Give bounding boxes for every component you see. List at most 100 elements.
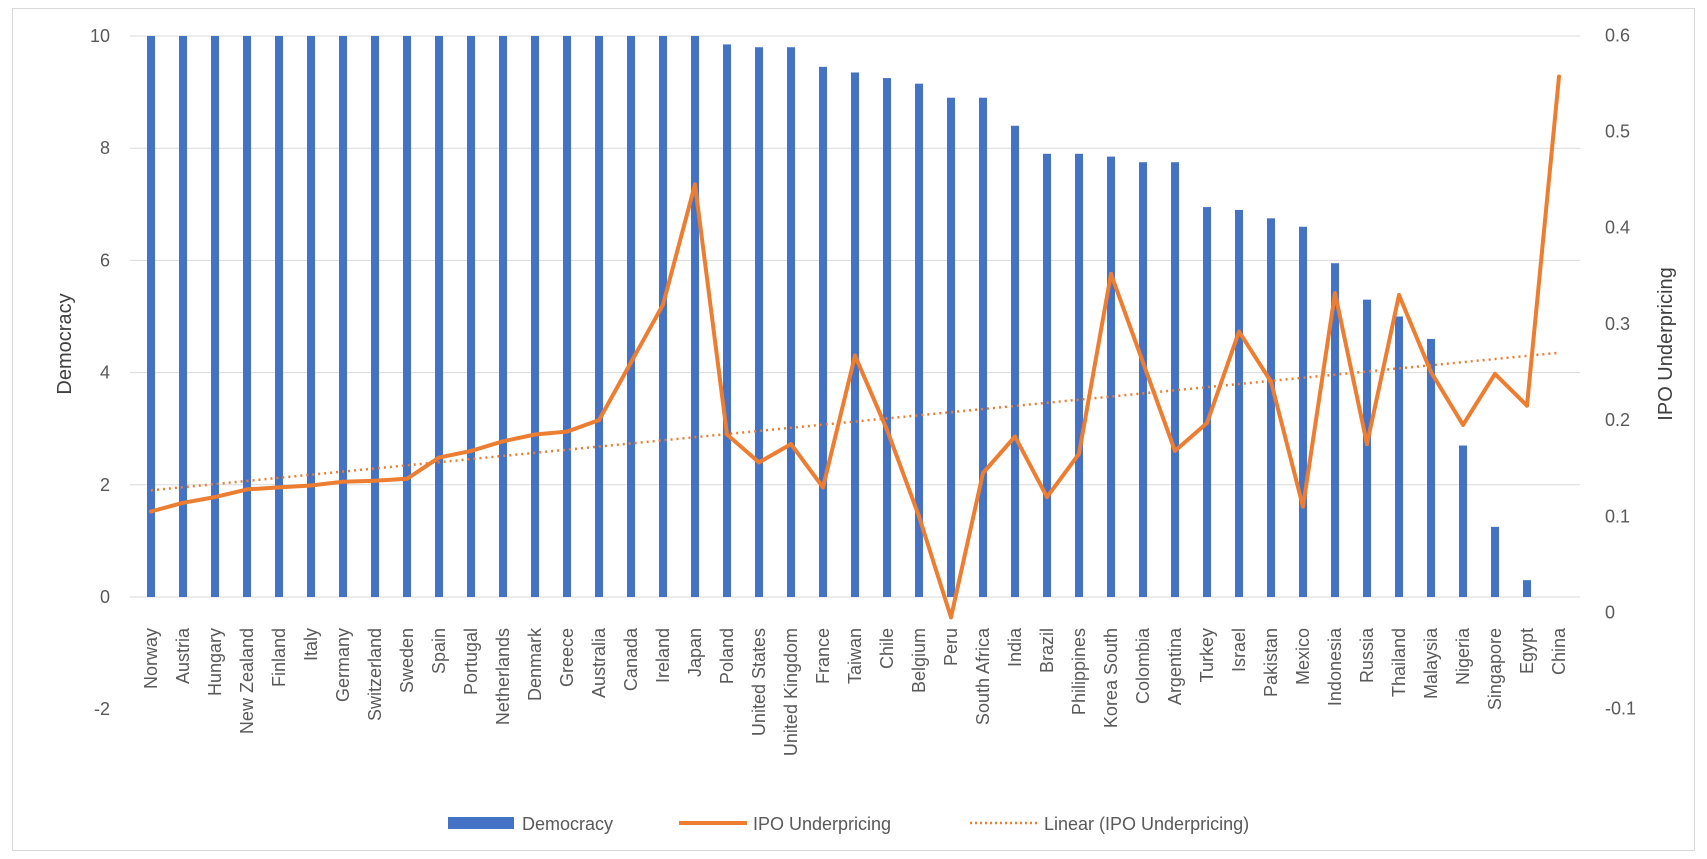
- point-ipo-underpricing[interactable]: [469, 448, 473, 453]
- y2-tick-label: 0.1: [1605, 506, 1630, 526]
- point-ipo-underpricing[interactable]: [1205, 420, 1209, 425]
- point-ipo-underpricing[interactable]: [981, 471, 985, 476]
- point-ipo-underpricing[interactable]: [1301, 504, 1305, 509]
- point-ipo-underpricing[interactable]: [757, 460, 761, 465]
- bar-democracy[interactable]: [1267, 218, 1275, 597]
- bar-democracy[interactable]: [659, 36, 667, 597]
- bar-democracy[interactable]: [339, 36, 347, 597]
- point-ipo-underpricing[interactable]: [1333, 291, 1337, 296]
- bar-democracy[interactable]: [1523, 580, 1531, 597]
- bar-democracy[interactable]: [1139, 162, 1147, 597]
- point-ipo-underpricing[interactable]: [181, 500, 185, 505]
- bar-democracy[interactable]: [243, 36, 251, 597]
- point-ipo-underpricing[interactable]: [565, 429, 569, 434]
- point-ipo-underpricing[interactable]: [1397, 293, 1401, 298]
- point-ipo-underpricing[interactable]: [533, 432, 537, 437]
- x-tick-label: Greece: [557, 628, 577, 687]
- point-ipo-underpricing[interactable]: [309, 483, 313, 488]
- bar-democracy[interactable]: [467, 36, 475, 597]
- bar-democracy[interactable]: [755, 47, 763, 598]
- bar-democracy[interactable]: [1203, 207, 1211, 598]
- bar-democracy[interactable]: [1331, 263, 1339, 597]
- x-tick-label: India: [1005, 627, 1025, 667]
- bar-democracy[interactable]: [531, 36, 539, 597]
- democracy-bars: [147, 36, 1531, 598]
- bar-democracy[interactable]: [1107, 156, 1115, 598]
- point-ipo-underpricing[interactable]: [597, 418, 601, 423]
- point-ipo-underpricing[interactable]: [629, 360, 633, 365]
- bar-democracy[interactable]: [691, 36, 699, 597]
- legend-entry-ipo-underpricing[interactable]: IPO Underpricing: [679, 814, 891, 834]
- point-ipo-underpricing[interactable]: [821, 485, 825, 490]
- bar-democracy[interactable]: [1299, 226, 1307, 598]
- point-ipo-underpricing[interactable]: [1237, 329, 1241, 334]
- point-ipo-underpricing[interactable]: [245, 487, 249, 492]
- point-ipo-underpricing[interactable]: [341, 479, 345, 484]
- point-ipo-underpricing[interactable]: [1557, 74, 1561, 79]
- point-ipo-underpricing[interactable]: [1141, 360, 1145, 365]
- bar-democracy[interactable]: [371, 36, 379, 597]
- bar-democracy[interactable]: [211, 36, 219, 597]
- point-ipo-underpricing[interactable]: [853, 353, 857, 358]
- point-ipo-underpricing[interactable]: [1173, 448, 1177, 453]
- point-ipo-underpricing[interactable]: [149, 509, 153, 514]
- bar-democracy[interactable]: [403, 36, 411, 597]
- point-ipo-underpricing[interactable]: [1429, 370, 1433, 374]
- point-ipo-underpricing[interactable]: [885, 427, 889, 432]
- point-ipo-underpricing[interactable]: [693, 182, 697, 187]
- x-tick-label: Finland: [269, 628, 289, 687]
- point-ipo-underpricing[interactable]: [501, 439, 505, 444]
- legend-entry-linear-ipo-underpricing[interactable]: Linear (IPO Underpricing): [970, 814, 1249, 834]
- point-ipo-underpricing[interactable]: [1493, 371, 1497, 376]
- bar-democracy[interactable]: [1075, 153, 1083, 597]
- bar-democracy[interactable]: [179, 36, 187, 597]
- point-ipo-underpricing[interactable]: [1525, 403, 1529, 408]
- point-ipo-underpricing[interactable]: [405, 476, 409, 481]
- bar-democracy[interactable]: [627, 36, 635, 597]
- bar-democracy[interactable]: [915, 83, 923, 597]
- bar-democracy[interactable]: [1395, 316, 1403, 598]
- point-ipo-underpricing[interactable]: [1045, 495, 1049, 500]
- bar-democracy[interactable]: [595, 36, 603, 597]
- point-ipo-underpricing[interactable]: [949, 615, 953, 620]
- bar-democracy[interactable]: [883, 78, 891, 597]
- point-ipo-underpricing[interactable]: [277, 485, 281, 490]
- point-ipo-underpricing[interactable]: [437, 455, 441, 460]
- legend-entry-democracy[interactable]: Democracy: [448, 814, 613, 834]
- bar-democracy[interactable]: [1235, 209, 1243, 597]
- bar-democracy[interactable]: [1427, 338, 1435, 597]
- point-ipo-underpricing[interactable]: [917, 514, 921, 519]
- point-ipo-underpricing[interactable]: [789, 442, 793, 447]
- bar-democracy[interactable]: [979, 97, 987, 598]
- point-ipo-underpricing[interactable]: [1461, 422, 1465, 427]
- bar-democracy[interactable]: [147, 36, 155, 597]
- point-ipo-underpricing[interactable]: [1013, 434, 1017, 439]
- bar-democracy[interactable]: [275, 36, 283, 597]
- bar-democracy[interactable]: [1043, 153, 1051, 597]
- point-ipo-underpricing[interactable]: [213, 495, 217, 500]
- bar-democracy[interactable]: [819, 66, 827, 598]
- bar-democracy[interactable]: [1011, 125, 1019, 597]
- bar-democracy[interactable]: [499, 36, 507, 597]
- x-tick-label: Italy: [301, 628, 321, 661]
- point-ipo-underpricing[interactable]: [1269, 379, 1273, 384]
- bar-democracy[interactable]: [787, 47, 795, 598]
- x-tick-label: United Kingdom: [781, 628, 801, 756]
- linear-trendline: [150, 351, 1560, 492]
- point-ipo-underpricing[interactable]: [661, 302, 665, 307]
- bar-democracy[interactable]: [1363, 299, 1371, 597]
- bar-democracy[interactable]: [947, 97, 955, 598]
- bar-democracy[interactable]: [1491, 526, 1499, 597]
- point-ipo-underpricing[interactable]: [373, 478, 377, 483]
- point-ipo-underpricing[interactable]: [725, 432, 729, 437]
- bar-democracy[interactable]: [1459, 445, 1467, 597]
- point-ipo-underpricing[interactable]: [1109, 271, 1113, 276]
- bar-democracy[interactable]: [435, 36, 443, 597]
- point-ipo-underpricing[interactable]: [1365, 442, 1369, 447]
- bar-democracy[interactable]: [1171, 162, 1179, 597]
- point-ipo-underpricing[interactable]: [1077, 451, 1081, 456]
- bar-democracy[interactable]: [307, 36, 315, 597]
- bar-democracy[interactable]: [851, 72, 859, 598]
- bar-democracy[interactable]: [563, 36, 571, 597]
- bar-democracy[interactable]: [723, 44, 731, 598]
